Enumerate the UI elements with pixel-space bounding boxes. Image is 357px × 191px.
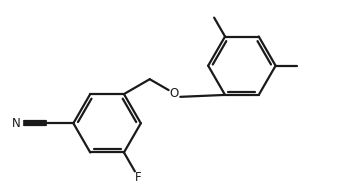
Text: N: N [12, 117, 21, 130]
Text: F: F [135, 171, 142, 184]
Text: O: O [170, 87, 179, 100]
